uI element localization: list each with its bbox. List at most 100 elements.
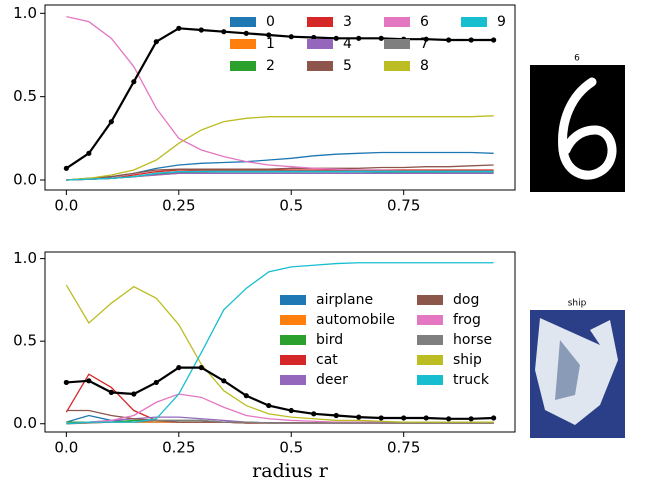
x-tick-label: 0.0 <box>54 197 78 215</box>
plot-frame <box>44 251 516 433</box>
point <box>266 402 272 409</box>
y-tick-label: 0.0 <box>13 414 37 432</box>
point <box>198 27 204 33</box>
point <box>468 416 474 422</box>
ship-shade <box>555 340 580 400</box>
x-tick-label: 0.0 <box>54 439 78 457</box>
plot-frame <box>44 4 516 191</box>
point <box>266 32 272 38</box>
legend-swatch <box>280 295 306 305</box>
series-line <box>66 262 494 425</box>
point <box>243 393 249 399</box>
point <box>221 378 227 384</box>
legend-label: 1 <box>266 36 275 52</box>
point <box>468 37 474 43</box>
legend-label: ship <box>453 352 482 368</box>
point <box>153 379 159 386</box>
x-tick-label: 0.25 <box>162 197 195 215</box>
x-tick-label: 0.5 <box>279 439 303 457</box>
point <box>63 379 69 386</box>
series-line <box>65 284 494 423</box>
point <box>311 34 317 41</box>
legend-label: 3 <box>343 14 352 30</box>
x-tick-label: 0.25 <box>162 439 195 457</box>
point <box>86 150 92 156</box>
legend-swatch <box>307 17 333 27</box>
legend-swatch <box>384 39 410 49</box>
point <box>491 415 497 421</box>
legend-swatch <box>230 17 256 27</box>
series-line <box>65 27 494 170</box>
legend-label: frog <box>453 312 481 328</box>
legend-label: airplane <box>316 292 373 308</box>
point <box>243 30 249 36</box>
point <box>491 37 497 43</box>
digit-stroke <box>558 77 617 180</box>
series-line <box>66 169 494 181</box>
legend-label: 7 <box>420 36 429 52</box>
image-title: ship <box>568 299 587 309</box>
x-tick-label: 0.5 <box>279 197 303 215</box>
point <box>63 165 69 171</box>
legend-swatch <box>280 355 306 365</box>
legend-swatch <box>280 335 306 345</box>
legend-label: horse <box>453 332 492 348</box>
point <box>446 37 452 43</box>
point <box>198 364 204 371</box>
legend-swatch <box>461 17 487 27</box>
legend-label: automobile <box>316 312 395 328</box>
legend-swatch <box>417 355 443 365</box>
point <box>401 415 407 421</box>
y-tick-label: 0.5 <box>13 87 37 105</box>
point <box>356 414 362 420</box>
legend-swatch <box>307 39 333 49</box>
point <box>288 34 294 40</box>
y-tick-label: 0.0 <box>13 171 37 189</box>
legend-label: 0 <box>266 14 275 30</box>
y-tick-label: 1.0 <box>13 4 37 22</box>
legend-swatch <box>280 315 306 325</box>
image-title: 6 <box>574 54 580 64</box>
legend-label: truck <box>453 372 490 388</box>
point <box>356 35 362 41</box>
legend-label: 5 <box>343 58 352 74</box>
point <box>333 35 339 41</box>
point <box>333 412 339 419</box>
legend-swatch <box>384 61 410 71</box>
series-line <box>66 164 494 181</box>
point <box>378 35 384 41</box>
y-tick-label: 1.0 <box>13 249 37 267</box>
point <box>131 391 137 397</box>
legend-swatch <box>230 39 256 49</box>
x-tick-label: 0.75 <box>387 197 420 215</box>
legend-label: dog <box>453 292 479 308</box>
legend-swatch <box>417 335 443 345</box>
legend-swatch <box>417 375 443 385</box>
point <box>378 415 384 421</box>
legend-label: 2 <box>266 58 275 74</box>
series-line <box>66 115 494 181</box>
legend-swatch <box>230 61 256 71</box>
point <box>176 25 182 31</box>
series-line <box>66 366 494 420</box>
point <box>288 407 294 414</box>
legend-swatch <box>384 17 410 27</box>
point <box>131 79 137 85</box>
legend-label: cat <box>316 352 338 368</box>
legend-swatch <box>280 375 306 385</box>
point <box>176 364 182 371</box>
point <box>108 389 114 395</box>
point <box>423 36 429 42</box>
legend-label: deer <box>316 372 348 388</box>
legend-label: 8 <box>420 58 429 74</box>
point <box>108 119 114 125</box>
y-tick-label: 0.5 <box>13 332 37 350</box>
x-axis-label: radius r <box>252 460 329 482</box>
x-tick-label: 0.75 <box>387 439 420 457</box>
point <box>153 39 159 45</box>
legend-swatch <box>417 295 443 305</box>
legend-swatch <box>417 315 443 325</box>
legend-label: 9 <box>497 14 506 30</box>
point <box>446 416 452 422</box>
